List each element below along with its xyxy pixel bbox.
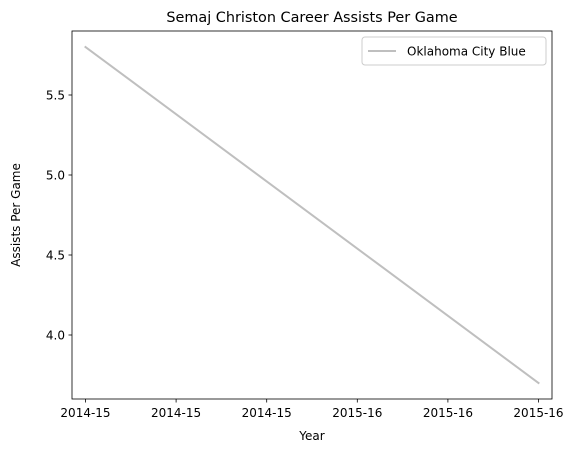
y-axis: 4.0 4.5 5.0 5.5: [46, 88, 72, 342]
y-tick-label: 5.5: [46, 88, 65, 102]
y-tick-label: 4.5: [46, 248, 65, 262]
legend-box: [361, 36, 547, 66]
y-axis-label: Assists Per Game: [9, 163, 23, 267]
chart-title: Semaj Christon Career Assists Per Game: [166, 10, 457, 26]
series-line: [84, 45, 540, 385]
legend-label: Oklahoma City Blue: [407, 45, 526, 59]
x-axis: 2014-15 2014-15 2014-15 2015-16 2015-16 2015-…: [60, 399, 564, 420]
x-tick-label: 2015-16: [513, 406, 563, 420]
y-tick-label: 5.0: [46, 168, 65, 182]
y-tick-label: 4.0: [46, 328, 65, 342]
plot-frame: [71, 30, 553, 400]
x-tick-label: 2014-15: [60, 406, 110, 420]
x-axis-label: Year: [298, 429, 324, 443]
legend: Oklahoma City Blue: [361, 36, 547, 66]
x-tick-label: 2014-15: [151, 406, 201, 420]
x-tick-label: 2014-15: [242, 406, 292, 420]
x-tick-label: 2015-16: [423, 406, 473, 420]
x-tick-label: 2015-16: [332, 406, 382, 420]
series-layer: [84, 45, 540, 385]
